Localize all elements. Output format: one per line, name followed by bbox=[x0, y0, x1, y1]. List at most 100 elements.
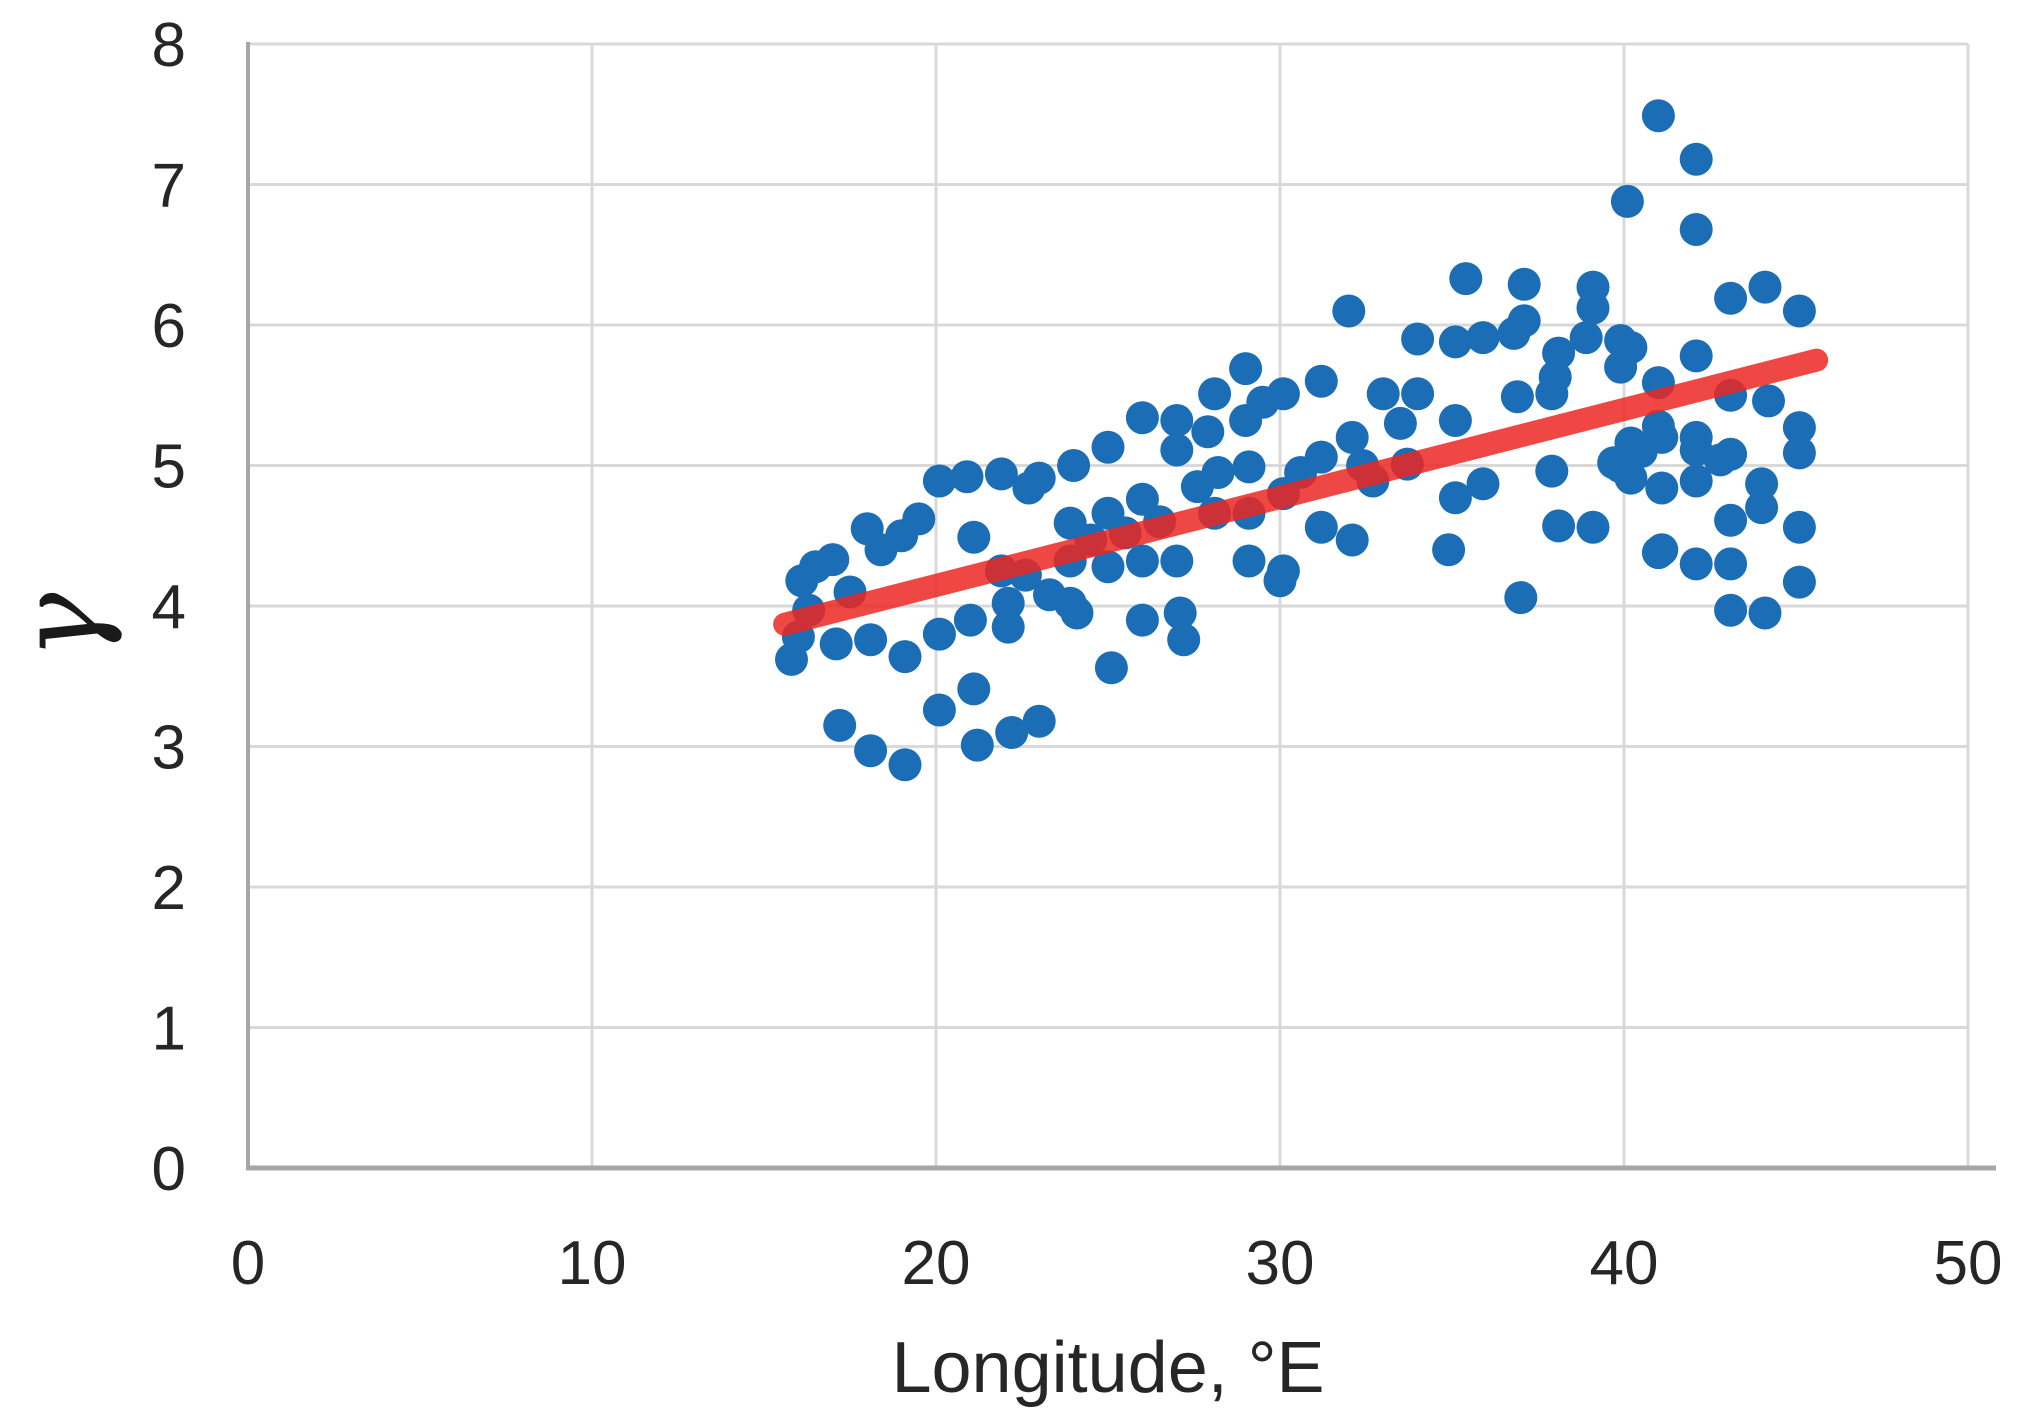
data-point bbox=[1125, 603, 1159, 637]
data-point bbox=[922, 617, 956, 651]
data-point bbox=[1191, 415, 1225, 449]
y-tick-label-5: 5 bbox=[152, 433, 186, 502]
data-point bbox=[1304, 510, 1338, 544]
data-point bbox=[1679, 213, 1713, 246]
data-point bbox=[1507, 304, 1541, 338]
data-point bbox=[957, 520, 991, 554]
data-point bbox=[1569, 321, 1603, 355]
y-tick-label-6: 6 bbox=[152, 292, 186, 361]
data-point bbox=[1679, 464, 1713, 498]
data-point bbox=[1438, 404, 1472, 437]
data-point bbox=[1401, 377, 1435, 411]
data-point bbox=[1535, 454, 1569, 488]
y-tick-label-4: 4 bbox=[152, 573, 186, 642]
data-point bbox=[1752, 384, 1785, 418]
data-point bbox=[1542, 336, 1576, 370]
data-point bbox=[950, 460, 984, 494]
y-tick-label-1: 1 bbox=[152, 995, 186, 1064]
data-point bbox=[1060, 596, 1094, 630]
gridlines bbox=[248, 42, 1970, 1168]
data-point bbox=[1383, 406, 1417, 440]
data-point bbox=[995, 716, 1029, 749]
data-point bbox=[1125, 544, 1159, 578]
x-tick-label-30: 30 bbox=[1246, 1229, 1315, 1298]
data-point bbox=[1466, 467, 1500, 501]
data-point bbox=[1679, 142, 1713, 176]
data-point bbox=[1266, 377, 1300, 411]
data-point bbox=[1438, 481, 1472, 515]
data-point bbox=[1782, 294, 1816, 328]
data-point bbox=[1614, 461, 1648, 495]
data-point bbox=[1438, 325, 1472, 359]
x-tick-label-0: 0 bbox=[231, 1229, 265, 1298]
data-point bbox=[1748, 270, 1782, 304]
data-point bbox=[1232, 544, 1266, 578]
data-point bbox=[1782, 436, 1816, 470]
data-point bbox=[957, 672, 991, 706]
data-point bbox=[1645, 533, 1679, 567]
y-axis-tick-labels: 0 1 2 3 4 5 6 7 8 bbox=[152, 11, 186, 1204]
data-point bbox=[960, 728, 994, 762]
data-point bbox=[1614, 331, 1648, 364]
data-point bbox=[1576, 291, 1610, 325]
data-point bbox=[1449, 262, 1483, 296]
data-point bbox=[823, 708, 857, 742]
data-point bbox=[1125, 401, 1159, 435]
data-point bbox=[1332, 294, 1366, 328]
data-point bbox=[1304, 364, 1338, 398]
data-point bbox=[1610, 184, 1644, 218]
data-point bbox=[1576, 510, 1610, 544]
data-point bbox=[854, 623, 888, 657]
data-point bbox=[1500, 380, 1534, 414]
data-point bbox=[1507, 267, 1541, 301]
data-point bbox=[1160, 404, 1194, 437]
data-point bbox=[953, 603, 987, 637]
data-point bbox=[1198, 377, 1232, 411]
data-point bbox=[1160, 544, 1194, 578]
y-tick-label-3: 3 bbox=[152, 714, 186, 783]
data-point bbox=[1091, 550, 1125, 584]
data-point bbox=[1782, 510, 1816, 544]
data-point bbox=[888, 640, 922, 674]
data-point bbox=[1714, 503, 1748, 537]
x-tick-label-50: 50 bbox=[1934, 1229, 2003, 1298]
data-point bbox=[1335, 420, 1369, 454]
data-point bbox=[1782, 565, 1816, 599]
data-point bbox=[1679, 547, 1713, 581]
data-point bbox=[1714, 437, 1748, 471]
y-axis-title: γ bbox=[0, 591, 125, 659]
data-point bbox=[1022, 704, 1056, 738]
data-point bbox=[1057, 449, 1091, 482]
y-tick-label-8: 8 bbox=[152, 11, 186, 80]
data-point bbox=[819, 627, 853, 661]
data-point bbox=[1714, 547, 1748, 581]
data-point bbox=[1745, 467, 1779, 501]
data-point bbox=[1645, 471, 1679, 505]
y-tick-label-0: 0 bbox=[152, 1135, 186, 1204]
data-point bbox=[1504, 581, 1538, 615]
x-axis-title: Longitude, °E bbox=[891, 1328, 1324, 1408]
x-axis-tick-labels: 0 10 20 30 40 50 bbox=[231, 1229, 2003, 1298]
data-point bbox=[854, 734, 888, 768]
trendline bbox=[773, 348, 1829, 636]
x-tick-label-10: 10 bbox=[558, 1229, 627, 1298]
data-point bbox=[1304, 440, 1338, 474]
data-point bbox=[1335, 523, 1369, 557]
data-point bbox=[888, 748, 922, 782]
data-point bbox=[1641, 99, 1675, 133]
data-point bbox=[1163, 596, 1197, 630]
data-point bbox=[1401, 322, 1435, 356]
data-point bbox=[1022, 461, 1056, 495]
y-tick-label-2: 2 bbox=[152, 854, 186, 923]
data-point bbox=[1782, 411, 1816, 445]
data-point bbox=[1229, 352, 1263, 386]
data-point bbox=[1201, 456, 1235, 489]
data-point bbox=[1745, 491, 1779, 525]
data-point bbox=[991, 610, 1025, 644]
axis-lines bbox=[246, 42, 1996, 1171]
y-tick-label-7: 7 bbox=[152, 152, 186, 221]
data-point bbox=[1432, 533, 1466, 567]
data-point bbox=[1160, 433, 1194, 467]
